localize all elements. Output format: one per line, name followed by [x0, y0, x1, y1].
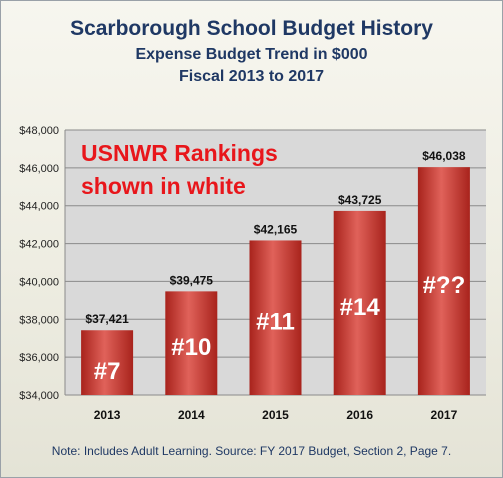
bar-2013 [81, 330, 134, 395]
bar-2014 [165, 291, 218, 395]
data-label: $37,421 [85, 312, 129, 326]
bar-2015 [249, 240, 302, 395]
annotation-line-1: USNWR Rankings [81, 140, 278, 166]
y-tick-label: $38,000 [19, 314, 59, 326]
data-label: $43,725 [338, 193, 382, 207]
data-label: $46,038 [422, 149, 466, 163]
annotation-line-2: shown in white [81, 173, 246, 199]
y-tick-label: $36,000 [19, 352, 59, 364]
rank-label: #?? [423, 272, 466, 299]
bar-2017 [417, 167, 470, 395]
y-tick-label: $42,000 [19, 239, 59, 251]
footnote: Note: Includes Adult Learning. Source: F… [51, 444, 452, 458]
y-tick-label: $40,000 [19, 276, 59, 288]
rank-label: #7 [94, 358, 121, 385]
y-tick-label: $34,000 [19, 390, 59, 402]
data-label: $39,475 [170, 273, 214, 287]
chart-date-range: Fiscal 2013 to 2017 [179, 68, 324, 85]
y-tick-label: $48,000 [19, 125, 59, 137]
x-tick-label: 2015 [262, 408, 289, 422]
x-tick-label: 2013 [94, 408, 121, 422]
x-tick-label: 2016 [346, 408, 373, 422]
y-tick-label: $44,000 [19, 201, 59, 213]
chart-subtitle: Expense Budget Trend in $000 [135, 46, 368, 63]
x-tick-label: 2017 [431, 408, 458, 422]
chart-title: Scarborough School Budget History [70, 17, 433, 40]
rank-label: #10 [171, 334, 211, 361]
rank-label: #11 [256, 309, 295, 336]
data-label: $42,165 [254, 222, 298, 236]
x-tick-label: 2014 [178, 408, 205, 422]
bar-2016 [333, 210, 386, 395]
rank-label: #14 [340, 294, 381, 321]
y-tick-label: $46,000 [19, 163, 59, 175]
